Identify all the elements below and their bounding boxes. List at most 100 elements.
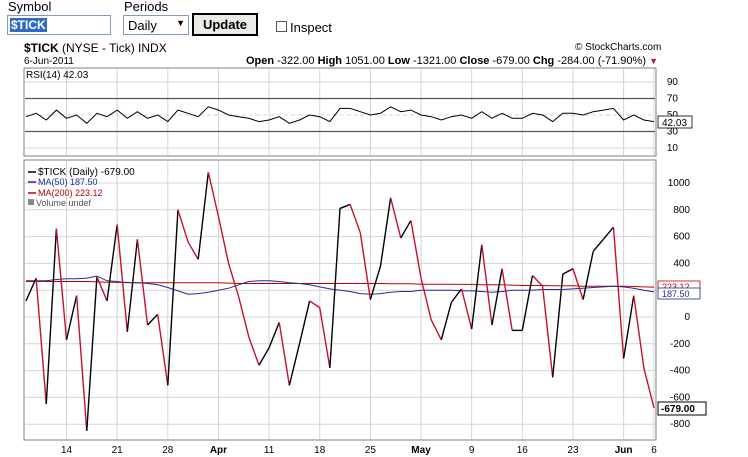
tick-segment xyxy=(86,276,98,431)
high-value: 1051.00 xyxy=(345,55,385,67)
x-tick-label: 14 xyxy=(61,445,73,456)
tick-segment xyxy=(248,336,260,366)
tick-segment xyxy=(177,209,189,243)
open-value: -322.00 xyxy=(277,55,315,67)
rsi-badge xyxy=(657,115,693,129)
tick-segment xyxy=(400,220,412,239)
chg-value: -284.00 (-71.90%) xyxy=(557,55,646,67)
legend-volume: Volume undef xyxy=(36,198,92,208)
rsi-tick-label: 70 xyxy=(667,94,679,105)
rsi-badge-text: 42.03 xyxy=(662,118,687,129)
tick-segment xyxy=(329,208,341,368)
tick-segment xyxy=(521,275,534,331)
x-tick-label: Apr xyxy=(210,445,227,456)
tick-segment xyxy=(450,288,463,303)
tick-line xyxy=(25,172,655,431)
tick-segment xyxy=(268,322,280,349)
tick-segment xyxy=(207,172,220,217)
ma50-badge xyxy=(657,287,701,300)
chevron-down-icon: ▼ xyxy=(176,18,185,28)
tick-segment xyxy=(238,296,250,338)
y-tick-label: -200 xyxy=(670,339,690,350)
x-tick-label: Jun xyxy=(615,445,633,456)
tick-segment xyxy=(156,314,169,386)
low-label: Low xyxy=(387,55,410,67)
tick-segment xyxy=(481,244,493,326)
rsi-tick-label: 90 xyxy=(667,77,679,88)
chg-down-icon: ▼ xyxy=(649,56,658,66)
y-tick-label: 400 xyxy=(673,258,690,269)
periods-label: Periods xyxy=(124,0,169,14)
tick-segment xyxy=(35,278,47,405)
y-axis: 10008006004002000-200-400-600-800 xyxy=(668,178,691,430)
y-tick-label: 1000 xyxy=(668,178,691,189)
chart-title: $TICK (NYSE - Tick) INDX xyxy=(24,41,167,55)
legend-tick: $TICK (Daily) -679.00 xyxy=(38,167,135,178)
rsi-grid xyxy=(25,69,655,155)
x-tick-label: 21 xyxy=(112,445,124,456)
low-value: -1321.00 xyxy=(412,55,457,67)
tick-segment xyxy=(349,204,361,233)
rsi-axis: 90 70 50 30 10 xyxy=(667,77,679,154)
tick-segment xyxy=(389,197,402,239)
ma200-badge-text: 223.12 xyxy=(662,282,690,292)
tick-segment xyxy=(460,288,473,330)
legend-ma50: MA(50) 187.50 xyxy=(38,177,98,187)
y-tick-label: -400 xyxy=(670,366,690,377)
tick-segment xyxy=(288,343,301,386)
period-value: Daily xyxy=(128,18,157,33)
symbol-input[interactable]: $TICK xyxy=(7,15,111,35)
tick-segment xyxy=(45,228,58,405)
legend: $TICK (Daily) -679.00 MA(50) 187.50 MA(2… xyxy=(28,167,135,208)
tick-segment xyxy=(531,274,544,287)
inspect-checkbox[interactable] xyxy=(276,21,287,32)
ma50-line xyxy=(26,275,655,295)
period-select[interactable]: Daily ▼ xyxy=(123,15,189,35)
tick-segment xyxy=(116,224,128,332)
tick-segment xyxy=(106,224,118,302)
tick-segment xyxy=(552,274,564,378)
tick-segment xyxy=(65,295,78,340)
tick-segment xyxy=(227,263,240,298)
tick-segment xyxy=(410,220,422,279)
x-tick-label: 16 xyxy=(517,445,529,456)
tick-segment xyxy=(278,322,291,386)
y-tick-label: -800 xyxy=(670,419,690,430)
chg-label: Chg xyxy=(532,55,555,67)
y-tick-label: 800 xyxy=(673,205,690,216)
tick-segment xyxy=(582,251,594,300)
inspect-label: Inspect xyxy=(290,20,332,35)
rsi-tick-label: 30 xyxy=(667,127,679,138)
copyright: © StockCharts.com xyxy=(575,42,662,53)
tick-segment xyxy=(136,239,149,326)
chart-date: 6-Jun-2011 xyxy=(24,56,74,67)
tick-segment xyxy=(96,276,108,302)
tick-segment xyxy=(633,295,645,369)
tick-segment xyxy=(75,295,88,431)
y-tick-label: 600 xyxy=(673,232,690,243)
last-value-badge-text: -679.00 xyxy=(661,404,695,415)
tick-segment xyxy=(187,241,199,260)
tick-segment xyxy=(298,300,311,344)
tick-segment xyxy=(420,277,432,320)
tick-segment xyxy=(440,302,453,340)
rsi-tick-label: 10 xyxy=(667,143,679,154)
symbol-label: Symbol xyxy=(8,0,52,14)
price-grid xyxy=(25,161,655,439)
tick-segment xyxy=(541,286,554,378)
tick-segment xyxy=(25,277,37,302)
tick-segment xyxy=(217,216,230,264)
tick-segment xyxy=(319,307,331,369)
tick-segment xyxy=(572,268,584,300)
rsi-label: RSI(14) 42.03 xyxy=(26,70,89,81)
tick-segment xyxy=(612,227,625,359)
title-desc: (NYSE - Tick) xyxy=(62,41,135,55)
close-value: -679.00 xyxy=(492,55,530,67)
x-tick-label: 18 xyxy=(314,445,326,456)
volume-icon xyxy=(28,199,34,205)
last-value-badge xyxy=(657,401,707,416)
symbol-value: $TICK xyxy=(10,18,47,32)
update-button[interactable]: Update xyxy=(192,13,258,36)
rsi-line xyxy=(25,106,655,124)
rsi-tick-label: 50 xyxy=(667,110,679,121)
